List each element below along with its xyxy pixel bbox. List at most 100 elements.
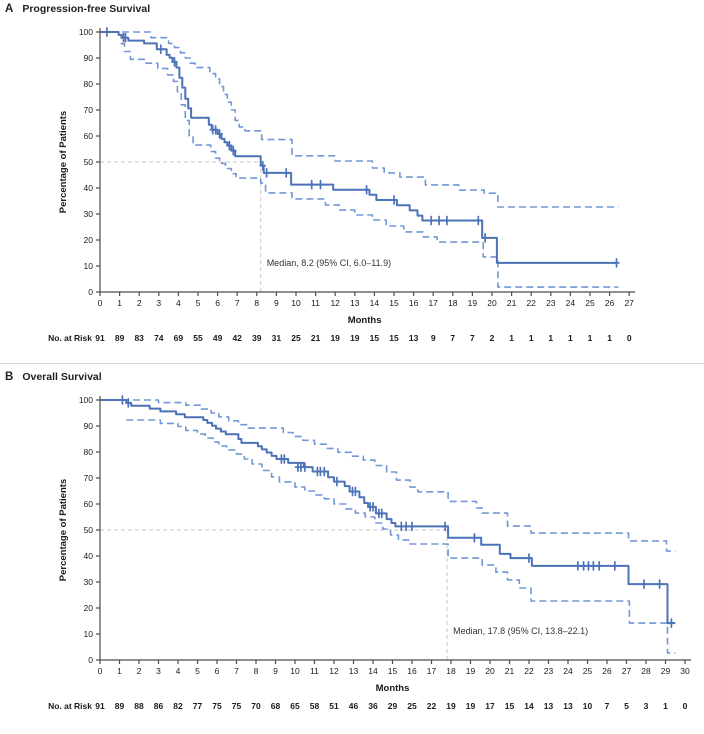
svg-text:55: 55 xyxy=(193,333,203,343)
svg-text:27: 27 xyxy=(622,666,632,676)
svg-text:17: 17 xyxy=(427,666,437,676)
svg-text:39: 39 xyxy=(252,333,262,343)
svg-text:1: 1 xyxy=(117,666,122,676)
svg-text:23: 23 xyxy=(544,666,554,676)
svg-text:50: 50 xyxy=(84,157,94,167)
svg-text:10: 10 xyxy=(84,629,94,639)
x-axis-tick-labels: 0 1 2 3 4 5 6 7 8 9 10 11 12 13 14 15 16 17 18 19 20 21 22 23 24… xyxy=(98,666,690,676)
svg-text:4: 4 xyxy=(176,298,181,308)
svg-text:24: 24 xyxy=(563,666,573,676)
svg-text:29: 29 xyxy=(388,701,398,711)
svg-text:4: 4 xyxy=(176,666,181,676)
svg-text:60: 60 xyxy=(84,131,94,141)
median-annotation: Median, 17.8 (95% CI, 13.8–22.1) xyxy=(453,626,588,636)
svg-text:25: 25 xyxy=(585,298,595,308)
svg-text:10: 10 xyxy=(84,261,94,271)
svg-text:27: 27 xyxy=(624,298,634,308)
svg-text:28: 28 xyxy=(641,666,651,676)
svg-text:80: 80 xyxy=(84,79,94,89)
svg-text:20: 20 xyxy=(84,235,94,245)
svg-text:9: 9 xyxy=(431,333,436,343)
svg-text:70: 70 xyxy=(84,105,94,115)
ci-lower-curve xyxy=(126,419,676,654)
svg-text:100: 100 xyxy=(79,395,93,405)
svg-text:17: 17 xyxy=(428,298,438,308)
svg-text:24: 24 xyxy=(566,298,576,308)
svg-text:13: 13 xyxy=(563,701,573,711)
svg-text:15: 15 xyxy=(388,666,398,676)
svg-text:30: 30 xyxy=(680,666,690,676)
svg-text:5: 5 xyxy=(195,666,200,676)
risk-row-values: 91 89 83 74 69 55 49 42 39 31 25 21 19 19 15 15 13 9 7 7 2 1 1… xyxy=(95,333,632,343)
km-curve xyxy=(100,31,618,264)
svg-text:42: 42 xyxy=(232,333,242,343)
svg-text:14: 14 xyxy=(368,666,378,676)
svg-text:13: 13 xyxy=(409,333,419,343)
svg-text:0: 0 xyxy=(683,701,688,711)
svg-text:6: 6 xyxy=(215,298,220,308)
x-axis xyxy=(99,659,691,664)
svg-text:58: 58 xyxy=(310,701,320,711)
svg-text:26: 26 xyxy=(602,666,612,676)
svg-text:36: 36 xyxy=(368,701,378,711)
y-axis xyxy=(96,28,101,293)
svg-text:21: 21 xyxy=(311,333,321,343)
y-axis-label: Percentage of Patients xyxy=(58,111,69,213)
svg-text:46: 46 xyxy=(349,701,359,711)
svg-text:13: 13 xyxy=(349,666,359,676)
svg-text:40: 40 xyxy=(84,551,94,561)
panel-a-heading: Progression-free Survival xyxy=(22,3,151,15)
svg-text:86: 86 xyxy=(154,701,164,711)
svg-text:1: 1 xyxy=(663,701,668,711)
svg-text:90: 90 xyxy=(84,53,94,63)
ci-upper-curve xyxy=(100,31,619,208)
svg-text:19: 19 xyxy=(330,333,340,343)
svg-text:0: 0 xyxy=(88,287,93,297)
km-curve xyxy=(100,399,676,625)
x-axis-tick-labels: 0 1 2 3 4 5 6 7 8 9 10 11 12 13 14 15 16 17 18 19 20 21 22 23 24… xyxy=(98,298,635,308)
svg-text:20: 20 xyxy=(485,666,495,676)
svg-text:11: 11 xyxy=(311,298,320,308)
svg-text:60: 60 xyxy=(84,499,94,509)
svg-text:19: 19 xyxy=(446,701,456,711)
svg-text:70: 70 xyxy=(84,473,94,483)
svg-text:1: 1 xyxy=(509,333,514,343)
panel-a-title: A Progression-free Survival xyxy=(0,3,704,20)
svg-text:75: 75 xyxy=(212,701,222,711)
svg-text:65: 65 xyxy=(290,701,300,711)
svg-text:29: 29 xyxy=(661,666,671,676)
svg-text:50: 50 xyxy=(84,525,94,535)
svg-text:12: 12 xyxy=(329,666,339,676)
svg-text:23: 23 xyxy=(546,298,556,308)
svg-text:90: 90 xyxy=(84,421,94,431)
y-axis xyxy=(96,396,101,661)
svg-text:10: 10 xyxy=(291,298,301,308)
svg-text:2: 2 xyxy=(137,666,142,676)
risk-row-label: No. at Risk xyxy=(48,701,92,711)
svg-text:18: 18 xyxy=(446,666,456,676)
svg-text:19: 19 xyxy=(350,333,360,343)
risk-row-values: 91 89 88 86 82 77 75 75 70 68 65 58 51 46 36 29 25 22 19 19… xyxy=(95,701,687,711)
svg-text:16: 16 xyxy=(409,298,419,308)
panel-b-heading: Overall Survival xyxy=(22,371,102,383)
svg-text:9: 9 xyxy=(274,298,279,308)
censor-marks xyxy=(103,27,620,268)
svg-text:2: 2 xyxy=(137,298,142,308)
svg-text:7: 7 xyxy=(605,701,610,711)
panel-b: B Overall Survival 0 10 20 30 40 50 60 70 80 90 10… xyxy=(0,363,704,718)
svg-text:7: 7 xyxy=(470,333,475,343)
svg-text:15: 15 xyxy=(505,701,515,711)
x-axis-label: Months xyxy=(376,683,410,694)
svg-text:14: 14 xyxy=(370,298,380,308)
svg-text:1: 1 xyxy=(607,333,612,343)
svg-text:12: 12 xyxy=(330,298,340,308)
svg-text:49: 49 xyxy=(213,333,223,343)
svg-text:15: 15 xyxy=(389,333,399,343)
svg-text:89: 89 xyxy=(115,333,125,343)
svg-text:1: 1 xyxy=(568,333,573,343)
svg-text:8: 8 xyxy=(254,666,259,676)
svg-text:3: 3 xyxy=(156,298,161,308)
panel-b-title: B Overall Survival xyxy=(0,371,704,388)
svg-text:13: 13 xyxy=(350,298,360,308)
